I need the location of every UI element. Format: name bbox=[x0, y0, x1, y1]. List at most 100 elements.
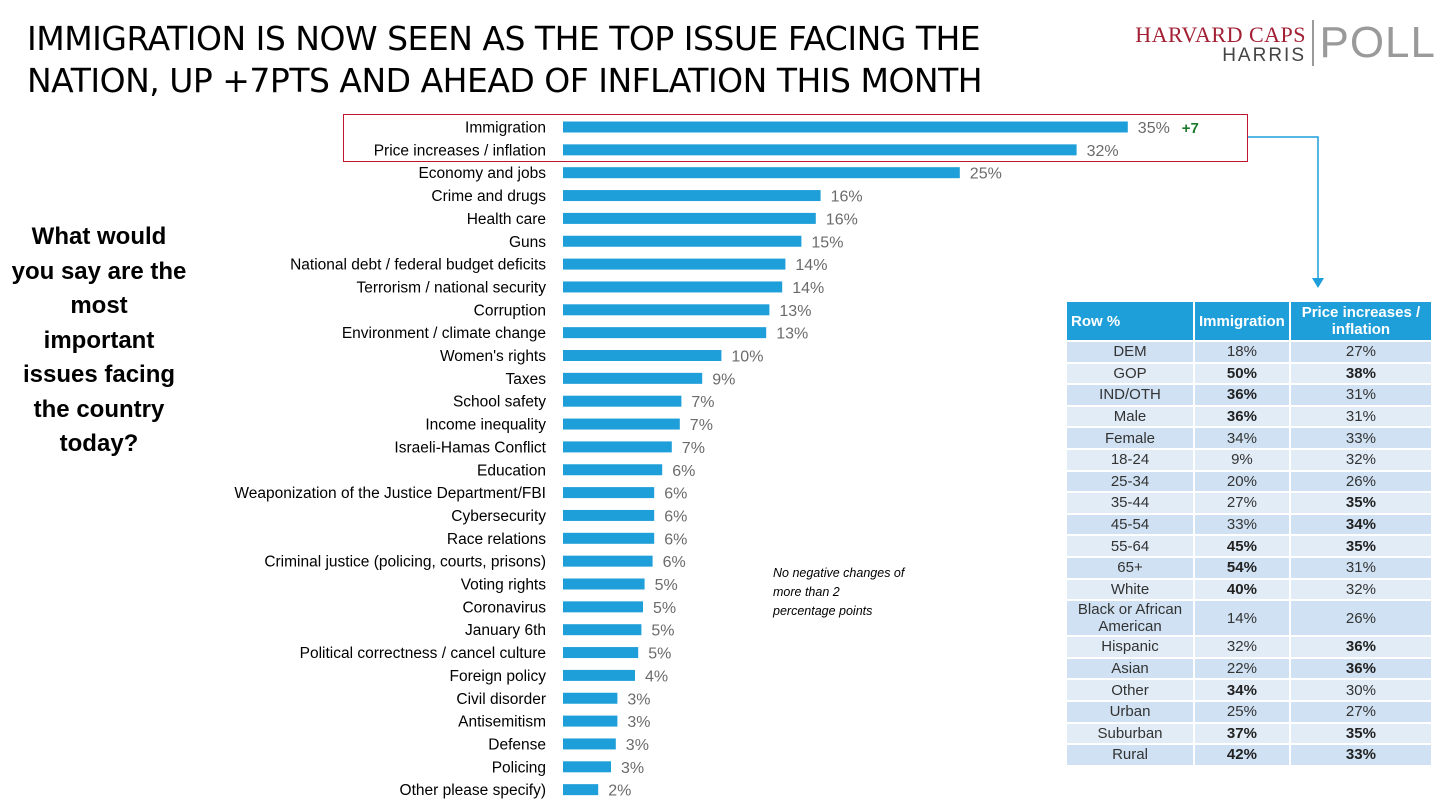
bar bbox=[563, 715, 618, 727]
value-label: 7% bbox=[691, 394, 714, 411]
bar bbox=[563, 532, 655, 544]
crosstab-header-row-pct: Row % bbox=[1067, 302, 1193, 340]
crosstab-cell-price-increases: 36% bbox=[1290, 637, 1431, 657]
value-label: 32% bbox=[1087, 143, 1119, 160]
crosstab-cell-price-increases: 26% bbox=[1290, 471, 1431, 492]
crosstab-cell-price-increases: 34% bbox=[1290, 514, 1431, 535]
category-label: National debt / federal budget deficits bbox=[290, 257, 546, 274]
bar bbox=[563, 304, 770, 316]
value-label: 3% bbox=[627, 714, 650, 731]
crosstab-body: DEM 18% 27% GOP 50% 38% IND/OTH 36% 31% Male 36% 31… bbox=[1067, 342, 1431, 765]
crosstab-cell-immigration: 18% bbox=[1195, 342, 1289, 362]
table-row: Other 34% 30% bbox=[1067, 680, 1431, 700]
crosstab-cell-price-increases: 31% bbox=[1290, 385, 1431, 405]
table-row: 35-44 27% 35% bbox=[1067, 493, 1431, 513]
bar bbox=[563, 372, 703, 384]
crosstab-row-label: 45-54 bbox=[1067, 514, 1193, 535]
bar bbox=[563, 350, 722, 361]
value-label: 13% bbox=[779, 303, 811, 320]
crosstab-cell-price-increases: 33% bbox=[1290, 745, 1431, 765]
bar bbox=[563, 761, 611, 773]
crosstab-cell-price-increases: 35% bbox=[1290, 536, 1431, 556]
table-row: 55-64 45% 35% bbox=[1067, 536, 1431, 556]
bar bbox=[563, 578, 645, 590]
value-label: 14% bbox=[792, 280, 824, 297]
value-label: 9% bbox=[712, 371, 735, 388]
table-row: GOP 50% 38% bbox=[1067, 363, 1431, 384]
logo-divider bbox=[1312, 20, 1314, 66]
table-row: 18-24 9% 32% bbox=[1067, 449, 1431, 470]
crosstab-row-label: 25-34 bbox=[1067, 471, 1193, 492]
crosstab-cell-immigration: 45% bbox=[1195, 536, 1289, 556]
bar bbox=[563, 624, 642, 636]
value-label: 5% bbox=[655, 577, 678, 594]
bar bbox=[563, 235, 802, 247]
crosstab-cell-immigration: 32% bbox=[1195, 637, 1289, 657]
category-label: Foreign policy bbox=[450, 668, 547, 685]
crosstab-header-immigration: Immigration bbox=[1195, 302, 1289, 340]
category-label: Political correctness / cancel culture bbox=[300, 645, 546, 662]
value-label: 5% bbox=[653, 600, 676, 617]
crosstab-cell-price-increases: 38% bbox=[1290, 363, 1431, 384]
crosstab-cell-immigration: 14% bbox=[1195, 601, 1289, 636]
category-label: Antisemitism bbox=[458, 714, 546, 731]
value-label: 3% bbox=[621, 760, 644, 777]
connector-line bbox=[1248, 136, 1319, 280]
crosstab-cell-price-increases: 27% bbox=[1290, 342, 1431, 362]
crosstab-cell-immigration: 9% bbox=[1195, 449, 1289, 470]
table-row: 25-34 20% 26% bbox=[1067, 471, 1431, 492]
crosstab-row-label: Urban bbox=[1067, 701, 1193, 722]
table-row: Asian 22% 36% bbox=[1067, 658, 1431, 679]
crosstab-row-label: 18-24 bbox=[1067, 449, 1193, 470]
crosstab-row-label: 55-64 bbox=[1067, 536, 1193, 556]
crosstab-cell-price-increases: 32% bbox=[1290, 579, 1431, 600]
category-label: Income inequality bbox=[425, 417, 546, 434]
crosstab-row-label: Suburban bbox=[1067, 723, 1193, 744]
value-label: 35% bbox=[1138, 120, 1170, 137]
change-annotation: +7 bbox=[1182, 120, 1199, 137]
bar bbox=[563, 464, 663, 476]
category-label: Criminal justice (policing, courts, pris… bbox=[264, 554, 546, 571]
value-label: 6% bbox=[664, 508, 687, 525]
category-label: Economy and jobs bbox=[418, 165, 546, 182]
table-row: Rural 42% 33% bbox=[1067, 745, 1431, 765]
crosstab-cell-price-increases: 31% bbox=[1290, 557, 1431, 578]
category-label: Environment / climate change bbox=[342, 325, 546, 342]
crosstab-row-label: Black or African American bbox=[1067, 601, 1193, 636]
category-label: Voting rights bbox=[461, 577, 547, 594]
category-label: Taxes bbox=[506, 371, 547, 388]
crosstab-cell-price-increases: 36% bbox=[1290, 658, 1431, 679]
crosstab-cell-immigration: 36% bbox=[1195, 385, 1289, 405]
bar bbox=[563, 647, 639, 659]
chart-footnote: No negative changes of more than 2 perce… bbox=[773, 566, 905, 618]
bar bbox=[563, 212, 816, 224]
category-label: Israeli-Hamas Conflict bbox=[394, 439, 546, 456]
value-label: 6% bbox=[663, 554, 686, 571]
bar bbox=[563, 692, 618, 704]
page-title: IMMIGRATION IS NOW SEEN AS THE TOP ISSUE… bbox=[27, 19, 983, 100]
category-label: Coronavirus bbox=[462, 599, 546, 616]
crosstab-row-label: Rural bbox=[1067, 745, 1193, 765]
crosstab-cell-immigration: 34% bbox=[1195, 428, 1289, 448]
category-label: Education bbox=[477, 462, 546, 479]
bar bbox=[563, 167, 960, 179]
table-row: Urban 25% 27% bbox=[1067, 701, 1431, 722]
crosstab-cell-price-increases: 33% bbox=[1290, 428, 1431, 448]
table-row: 45-54 33% 34% bbox=[1067, 514, 1431, 535]
value-label: 7% bbox=[690, 417, 713, 434]
crosstab-cell-immigration: 20% bbox=[1195, 471, 1289, 492]
bar bbox=[563, 327, 767, 339]
crosstab-cell-price-increases: 32% bbox=[1290, 449, 1431, 470]
crosstab-cell-price-increases: 26% bbox=[1290, 601, 1431, 636]
bar bbox=[563, 281, 783, 293]
value-label: 3% bbox=[627, 691, 650, 708]
value-label: 4% bbox=[645, 668, 668, 685]
bar bbox=[563, 121, 1128, 133]
table-row: Suburban 37% 35% bbox=[1067, 723, 1431, 744]
value-label: 15% bbox=[811, 234, 843, 251]
table-row: Black or African American 14% 26% bbox=[1067, 601, 1431, 636]
category-label: School safety bbox=[453, 394, 546, 411]
harvard-caps-harris-poll-logo: HARVARD CAPS HARRIS POLL bbox=[1135, 18, 1436, 68]
crosstab-row-label: Asian bbox=[1067, 658, 1193, 679]
